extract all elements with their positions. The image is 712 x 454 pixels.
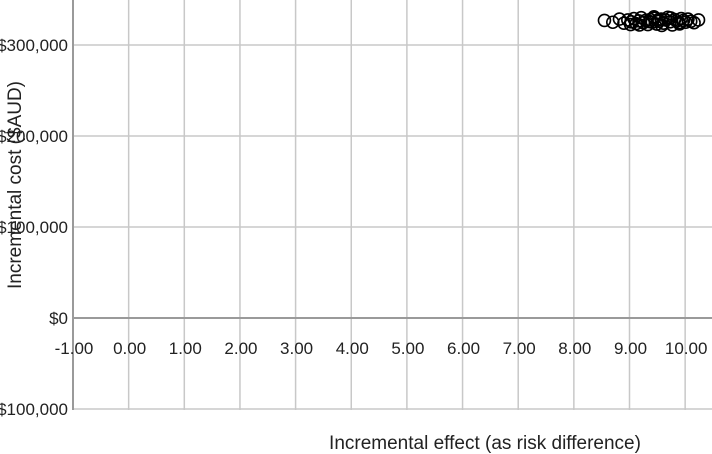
data-points <box>597 9 706 33</box>
y-tick-label: $200,000 <box>0 127 68 146</box>
x-tick-label: 4.00 <box>336 339 369 358</box>
grid-lines <box>72 0 712 410</box>
data-point <box>597 13 612 28</box>
x-tick-label: 1.00 <box>169 339 202 358</box>
data-point <box>678 15 693 30</box>
data-point <box>672 17 687 31</box>
x-tick-label: -1.00 <box>55 339 94 358</box>
x-tick-label: 8.00 <box>558 339 591 358</box>
x-tick-label: 7.00 <box>503 339 536 358</box>
y-axis-title: Incremental cost ($AUD) <box>5 81 26 289</box>
data-point <box>674 11 689 26</box>
y-tick-label: $300,000 <box>0 36 68 55</box>
data-point <box>642 14 657 29</box>
y-tick-label: -$100,000 <box>0 400 68 419</box>
x-tick-label: 0.00 <box>113 339 146 358</box>
x-tick-label: 10.00 <box>665 339 708 358</box>
x-tick-label: 3.00 <box>280 339 313 358</box>
data-point <box>691 13 706 27</box>
x-axis-title: Incremental effect (as risk difference) <box>329 433 641 454</box>
data-point <box>651 12 666 27</box>
x-tick-label: 2.00 <box>224 339 257 358</box>
y-tick-label: $0 <box>49 309 68 328</box>
x-tick-label: 5.00 <box>391 339 424 358</box>
data-point <box>623 17 638 32</box>
tick-labels: -1.00 0.00 1.00 2.00 3.00 4.00 5.00 6.00 7.00 8.0… <box>0 36 707 419</box>
x-tick-label: 6.00 <box>447 339 480 358</box>
y-tick-label: $100,000 <box>0 218 68 237</box>
x-tick-label: 9.00 <box>614 339 647 358</box>
